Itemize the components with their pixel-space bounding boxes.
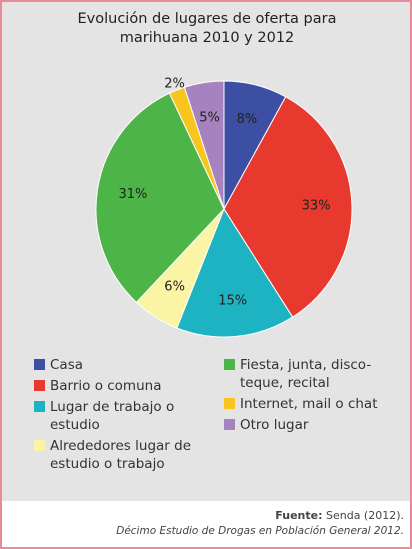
legend-label: Barrio o comuna xyxy=(50,378,162,394)
legend-swatch xyxy=(224,398,235,409)
pie-slice xyxy=(95,92,225,304)
data-label: 31% xyxy=(119,187,148,202)
legend-label: Lugar de trabajo o estudio xyxy=(50,399,175,433)
legend-item: Internet, mail o chat xyxy=(224,395,394,413)
pie-slice xyxy=(183,80,225,210)
legend-item: Otro lugar xyxy=(224,416,394,434)
legend-item: Barrio o comuna xyxy=(34,377,209,395)
legend-label: Fiesta, junta, disco-teque, recital xyxy=(240,357,372,391)
source-line: Fuente: Senda (2012). xyxy=(2,509,404,522)
legend-label: Casa xyxy=(50,357,84,373)
data-label: 33% xyxy=(302,199,331,214)
footer: Fuente: Senda (2012). Décimo Estudio de … xyxy=(2,501,410,547)
legend-swatch xyxy=(34,401,45,412)
legend-label: Otro lugar xyxy=(240,417,309,433)
legend-swatch xyxy=(34,440,45,451)
data-label: 6% xyxy=(164,279,185,294)
legend-item: Casa xyxy=(34,356,209,374)
legend-label: Alrededores lugar de estudio o trabajo xyxy=(50,438,191,472)
legend-item: Alrededores lugar de estudio o trabajo xyxy=(34,437,209,473)
pie-slice xyxy=(176,207,294,338)
legend-swatch xyxy=(224,359,235,370)
data-label: 5% xyxy=(199,110,220,125)
legend-item: Lugar de trabajo o estudio xyxy=(34,398,209,434)
source: Senda (2012). xyxy=(325,509,404,522)
legend-label: Internet, mail o chat xyxy=(240,396,378,412)
legend-swatch xyxy=(34,380,45,391)
data-label: 8% xyxy=(237,112,258,127)
chart-title: Evolución de lugares de oferta para mari… xyxy=(77,11,337,46)
legend-swatch xyxy=(224,419,235,430)
legend-swatch xyxy=(34,359,45,370)
note: Décimo Estudio de Drogas en Población Ge… xyxy=(116,525,404,537)
data-label: 2% xyxy=(164,77,185,92)
data-label: 15% xyxy=(218,293,247,308)
source-label: Fuente: xyxy=(275,509,323,522)
legend-item: Fiesta, junta, disco-teque, recital xyxy=(224,356,394,392)
pie-slice xyxy=(223,96,353,318)
